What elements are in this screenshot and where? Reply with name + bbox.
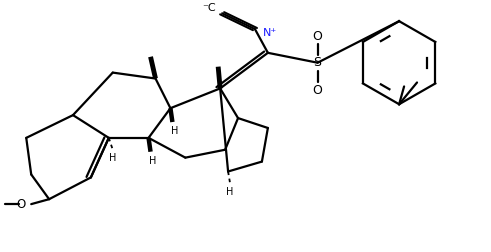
- Text: ⁻C: ⁻C: [203, 3, 216, 13]
- Text: H: H: [109, 153, 116, 163]
- Text: O: O: [313, 29, 323, 43]
- Text: S: S: [314, 56, 322, 69]
- Text: H: H: [226, 187, 234, 197]
- Text: O: O: [16, 198, 25, 211]
- Text: H: H: [171, 126, 178, 136]
- Text: O: O: [313, 84, 323, 97]
- Text: N⁺: N⁺: [263, 28, 277, 38]
- Text: H: H: [149, 156, 156, 166]
